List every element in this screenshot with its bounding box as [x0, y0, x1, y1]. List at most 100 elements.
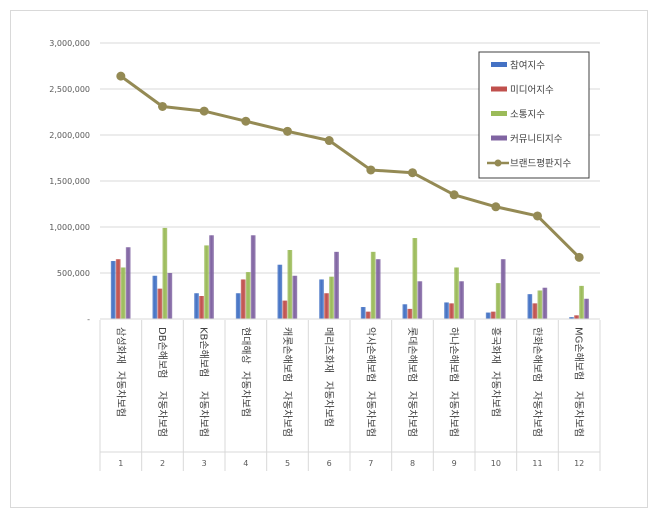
brand-index-point-5	[283, 126, 292, 136]
brand-index-polyline	[119, 74, 581, 259]
bar-참여지수-3	[194, 293, 199, 319]
category-label-line: 흥국화재	[489, 327, 502, 364]
bar-미디어지수-9	[449, 303, 454, 319]
bars	[110, 227, 589, 319]
brand-index-point-9	[449, 190, 459, 200]
category-label-line: 메리츠화재	[323, 327, 335, 373]
bar-소통지수-6	[329, 276, 334, 319]
category-label-line: KB손해보험	[198, 327, 211, 377]
bar-미디어지수-5	[282, 300, 288, 319]
category-index-6: 6	[327, 459, 332, 468]
category-label-7: 악사손해보험자동차보험	[364, 327, 377, 437]
bar-참여지수-12	[569, 317, 574, 319]
category-label-12: MG손해보험자동차보험	[573, 327, 586, 437]
bar-참여지수-9	[444, 302, 449, 319]
category-index-9: 9	[452, 459, 457, 468]
bar-커뮤니티지수-9	[459, 281, 464, 319]
bar-미디어지수-2	[157, 288, 163, 319]
legend-swatch-4	[491, 135, 507, 141]
category-index-11: 11	[532, 459, 542, 468]
legend-swatch-marker	[494, 159, 502, 167]
category-label-line: 악사손해보험	[364, 327, 377, 382]
bar-소통지수-8	[412, 238, 418, 319]
bar-미디어지수-11	[532, 303, 538, 319]
bar-커뮤니티지수-6	[334, 251, 339, 319]
bar-참여지수-8	[402, 304, 408, 319]
bar-미디어지수-12	[574, 315, 579, 319]
brand-index-point-1	[116, 71, 126, 81]
category-label-1: 삼성화재자동차보험	[114, 327, 126, 417]
legend-label-2: 미디어지수	[510, 85, 554, 96]
bar-소통지수-1	[120, 267, 126, 319]
category-label-line: 자동차보험	[448, 391, 460, 437]
brand-index-point-12	[574, 252, 584, 262]
legend-swatch-3	[491, 111, 507, 116]
y-axis: - 500,000 1,000,000 1,500,000 2,000,000 2,500…	[49, 39, 90, 324]
bar-커뮤니티지수-5	[292, 275, 298, 319]
category-label-line: 자동차보험	[198, 391, 210, 437]
bar-참여지수-7	[360, 307, 366, 319]
bar-소통지수-2	[162, 227, 168, 319]
y-tick-label: 2,000,000	[49, 131, 90, 140]
category-label-6: 메리츠화재자동차보험	[323, 327, 335, 427]
brand-index-point-10	[491, 202, 501, 212]
y-tick-label: 500,000	[57, 269, 90, 278]
brand-index-point-4	[241, 116, 251, 126]
category-label-line: DB손해보험	[156, 327, 169, 378]
y-tick-label: 1,500,000	[49, 177, 90, 186]
bar-참여지수-10	[485, 312, 491, 319]
bar-커뮤니티지수-12	[584, 298, 589, 319]
brand-index-point-8	[408, 168, 417, 178]
bar-커뮤니티지수-7	[375, 259, 381, 319]
category-index-7: 7	[368, 459, 373, 468]
category-index-8: 8	[410, 459, 415, 468]
category-index-10: 10	[491, 459, 501, 468]
bar-소통지수-9	[454, 267, 459, 319]
category-label-line: 캐롯손해보험	[281, 327, 294, 382]
category-index-12: 12	[574, 459, 584, 468]
category-label-line: 자동차보험	[406, 391, 418, 437]
bar-커뮤니티지수-3	[209, 235, 214, 319]
category-label-line: 자동차보험	[239, 371, 251, 417]
y-tick-label: 2,500,000	[49, 85, 90, 94]
category-label-8: 롯데손해보험자동차보험	[406, 327, 419, 437]
category-label-line: 자동차보험	[323, 381, 335, 427]
category-label-10: 흥국화재자동차보험	[489, 327, 502, 417]
bar-미디어지수-10	[490, 311, 496, 319]
category-label-line: 자동차보험	[156, 391, 168, 437]
bar-소통지수-4	[245, 272, 251, 319]
category-label-line: 자동차보험	[281, 391, 293, 437]
category-label-line: 삼성화재	[114, 327, 126, 364]
category-label-3: KB손해보험자동차보험	[198, 327, 211, 437]
category-label-9: 하나손해보험자동차보험	[448, 327, 461, 437]
bar-커뮤니티지수-1	[125, 247, 131, 319]
bar-소통지수-11	[537, 290, 543, 319]
brand-index-point-11	[533, 211, 542, 221]
category-label-line: 자동차보험	[573, 391, 585, 437]
bar-미디어지수-7	[365, 311, 371, 319]
bar-커뮤니티지수-4	[250, 235, 256, 319]
category-index-2: 2	[160, 459, 165, 468]
bar-소통지수-7	[370, 251, 376, 319]
legend-label-1: 참여지수	[510, 60, 545, 72]
legend-swatch-2	[491, 86, 507, 92]
category-label-line: 한화손해보험	[531, 327, 544, 382]
category-label-line: 자동차보험	[531, 391, 543, 437]
legend-label-5: 브랜드평판지수	[510, 159, 571, 170]
category-label-line: 현대해상	[239, 327, 252, 364]
bar-미디어지수-6	[324, 293, 329, 319]
category-label-line: 롯데손해보험	[406, 327, 419, 382]
brand-index-point-7	[366, 165, 376, 175]
category-index-3: 3	[202, 459, 207, 468]
bar-소통지수-10	[495, 283, 501, 319]
brand-index-point-3	[199, 106, 209, 116]
category-index-1: 1	[118, 459, 123, 468]
brand-index-point-2	[158, 101, 167, 111]
bar-참여지수-6	[319, 279, 324, 319]
bar-미디어지수-4	[240, 279, 246, 319]
y-tick-label: 3,000,000	[49, 39, 90, 48]
bar-참여지수-11	[527, 294, 533, 319]
bar-참여지수-2	[152, 275, 158, 319]
